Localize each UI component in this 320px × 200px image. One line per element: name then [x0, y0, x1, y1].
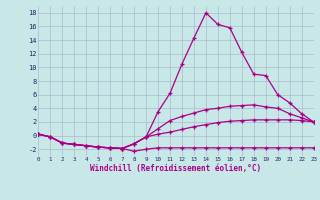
X-axis label: Windchill (Refroidissement éolien,°C): Windchill (Refroidissement éolien,°C)	[91, 164, 261, 173]
